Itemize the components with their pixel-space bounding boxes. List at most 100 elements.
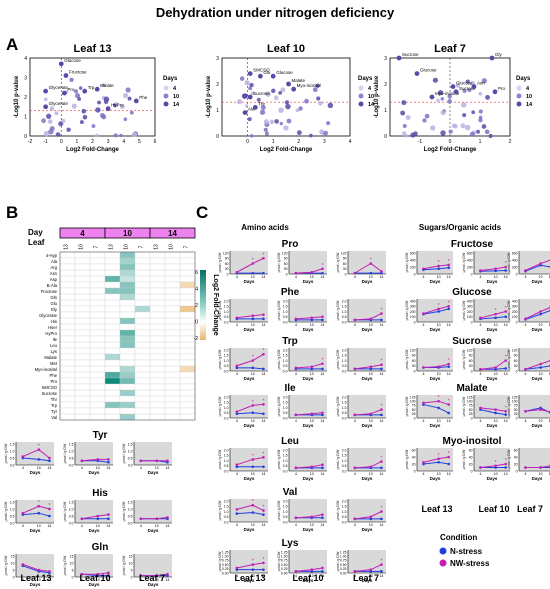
heatmap-row-label: Thr — [51, 397, 58, 402]
nw-stress-point — [524, 367, 527, 371]
small-ytick: 400 — [512, 258, 518, 262]
volcano-point-label: Malate — [100, 83, 114, 88]
n-stress-point — [380, 570, 383, 573]
heatmap-cell — [134, 275, 151, 283]
small-ylabel: μmol / g DW — [122, 501, 126, 521]
n-stress-point — [494, 411, 497, 415]
volcano-point — [484, 129, 490, 135]
small-xtick: 10 — [369, 523, 373, 527]
small-xtick: 14 — [447, 323, 451, 327]
small-panel: 0 5 10 15 4 10 14 Days μmol / g DW — [4, 554, 54, 587]
heatmap-cell — [149, 353, 166, 361]
n-stress-point — [251, 511, 255, 514]
n-stress-point — [251, 465, 255, 469]
small-panel: 0.0 0.5 1.0 1.5 4 10 14 Days μmol / g DW — [122, 500, 172, 533]
volcano-labeled-point — [286, 81, 291, 87]
heatmap-cell — [89, 371, 106, 379]
volcano-labeled-point — [43, 88, 49, 94]
heatmap-cell — [164, 383, 181, 391]
small-ytick: 0 — [286, 272, 288, 276]
small-ytick: 400 — [512, 299, 518, 303]
heatmap-row-label: Leu — [50, 343, 58, 348]
heatmap-cell — [59, 305, 76, 313]
metabolite-title: Sucrose — [452, 336, 492, 347]
small-xlabel: Days — [244, 423, 255, 428]
nw-stress-point — [437, 457, 440, 461]
volcano-point — [460, 123, 466, 129]
significance-marker: * — [252, 258, 254, 264]
volcano-labeled-point — [63, 73, 69, 78]
nw-stress-point — [539, 262, 542, 265]
n-stress-point — [494, 316, 497, 320]
small-xtick: 14 — [320, 419, 324, 423]
days-legend-swatch — [516, 93, 522, 99]
small-xtick: 14 — [379, 523, 383, 527]
heatmap-cell — [74, 335, 91, 343]
nw-stress-point — [21, 563, 25, 566]
small-xtick: 4 — [524, 372, 526, 376]
volcano-point — [405, 115, 411, 121]
small-xtick: 10 — [494, 323, 498, 327]
small-ytick: 1.00 — [281, 555, 288, 559]
small-ytick: 60 — [469, 448, 473, 452]
significance-marker: * — [321, 263, 323, 269]
small-ytick: 0 — [414, 272, 416, 276]
nw-stress-point — [310, 465, 314, 469]
colorbar — [200, 270, 206, 340]
heatmap-cell — [89, 269, 106, 277]
small-xlabel: Days — [532, 423, 543, 428]
significance-marker: * — [252, 399, 254, 405]
heatmap-cell — [104, 305, 121, 313]
colorbar-tick: -2 — [194, 336, 199, 342]
volcano-labeled-point — [247, 94, 253, 100]
heatmap-cell — [89, 311, 106, 319]
small-xtick: 10 — [494, 372, 498, 376]
heatmap-row-label: Gln — [50, 295, 57, 300]
small-ylabel: μmol / g DW — [336, 551, 340, 571]
heatmap-cell — [104, 269, 121, 277]
n-stress-point — [380, 517, 383, 521]
heatmap-cell — [59, 401, 76, 409]
small-xtick: 10 — [369, 574, 373, 578]
nw-stress-point — [539, 362, 542, 366]
volcano-point — [241, 93, 248, 99]
small-xlabel: Days — [362, 578, 373, 583]
small-panel: 0.0 0.5 1.0 1.5 4 10 14 Days μmol / g DW * — [4, 442, 54, 475]
nw-stress-point — [294, 366, 298, 370]
colorbar-label: Log2 Fold-Change — [212, 274, 219, 336]
heatmap-cell — [89, 305, 106, 313]
volcano-labeled-point — [489, 55, 495, 61]
small-ytick: 1.0 — [283, 359, 288, 363]
small-panel-bg — [519, 348, 550, 371]
heatmap-cell — [179, 371, 196, 379]
heatmap-row-label: Pro — [50, 379, 57, 384]
heatmap-cell — [179, 377, 196, 385]
volcano-point-label: Fructose — [69, 70, 87, 75]
small-panel-bg — [417, 395, 453, 418]
heatmap-cell — [134, 281, 151, 289]
heatmap-cell — [74, 317, 91, 325]
volcano-point — [298, 106, 303, 111]
small-ytick: 5 — [13, 568, 15, 572]
nw-stress-point — [294, 317, 298, 321]
volcano-ytick: 0 — [384, 134, 387, 140]
heatmap-cell — [74, 401, 91, 409]
volcano-point — [469, 131, 475, 137]
heatmap-cell — [164, 395, 181, 403]
metabolite-title: Ile — [284, 383, 296, 394]
small-xtick: 4 — [354, 372, 356, 376]
nw-stress-point — [422, 366, 425, 369]
colorbar-tick: 4 — [195, 287, 198, 293]
n-stress-point — [321, 570, 324, 573]
condition-legend-swatch — [439, 559, 447, 567]
heatmap-row-label: HyPro — [45, 331, 57, 336]
significance-marker: * — [48, 503, 50, 509]
heatmap-cell — [149, 251, 166, 259]
metabolite-title: Lys — [282, 538, 299, 549]
small-xtick: 14 — [504, 372, 508, 376]
small-xtick: 10 — [96, 466, 100, 470]
volcano-xtick: -1 — [43, 139, 48, 145]
heatmap-cell — [74, 257, 91, 265]
